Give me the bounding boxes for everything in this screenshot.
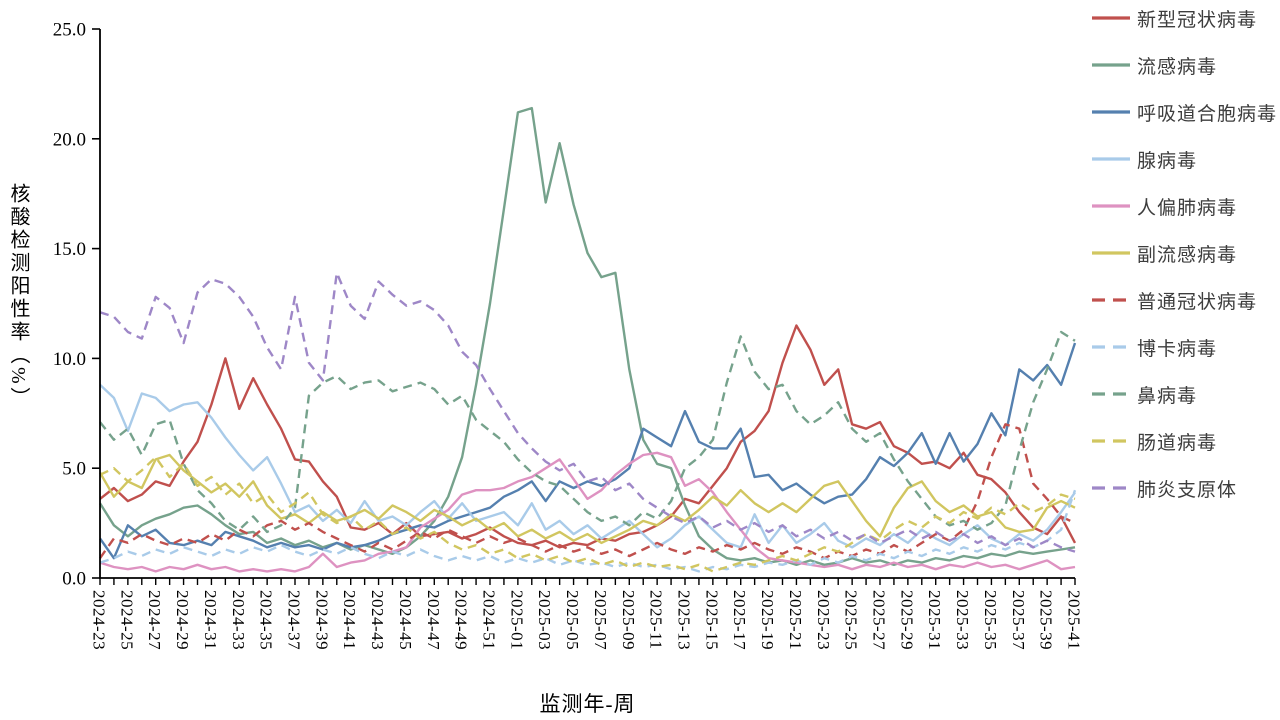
line-mycoplasma-pneumoniae [99, 271, 1076, 553]
x-tick-label: 2025-33 [953, 590, 972, 650]
line-rsv [99, 342, 1077, 560]
line-rhinovirus [99, 330, 1076, 534]
y-tick-label: 5.0 [62, 459, 86, 480]
y-tick-label: 20.0 [53, 129, 86, 150]
x-tick-label: 2025-23 [814, 590, 833, 650]
x-tick-label: 2025-37 [1009, 590, 1028, 650]
x-tick-label: 2024-41 [340, 590, 359, 650]
legend-label-rhinovirus: 鼻病毒 [1137, 385, 1198, 407]
y-tick-label: 10.0 [53, 349, 86, 370]
x-tick-label: 2024-31 [201, 590, 220, 650]
y-tick-label: 25.0 [53, 20, 86, 41]
legend-item-parainfluenza: 副流感病毒 [1092, 243, 1277, 266]
legend-item-hmpv: 人偏肺病毒 [1092, 196, 1277, 219]
legend-line-rhinovirus [1092, 392, 1130, 396]
chart-legend: 新型冠状病毒 流感病毒呼吸道合胞病毒 腺病毒人偏肺病毒副流感病毒普通冠状病毒 博卡病毒… [1092, 8, 1277, 525]
legend-line-influenza [1092, 63, 1130, 67]
line-covid-19 [99, 324, 1077, 549]
x-tick-label: 2025-21 [786, 590, 805, 650]
legend-label-hmpv: 人偏肺病毒 [1137, 197, 1238, 219]
line-adenovirus [99, 383, 1076, 549]
y-axis-ticks: 0.0 5.0 10.0 15.0 20.0 25.0 [53, 20, 100, 590]
legend-label-adenovirus: 腺病毒 [1137, 150, 1198, 172]
x-tick-label: 2024-37 [285, 590, 304, 650]
x-tick-label: 2025-19 [758, 590, 777, 650]
legend-item-rhinovirus: 鼻病毒 [1092, 384, 1277, 407]
x-tick-label: 2024-51 [480, 590, 499, 650]
line-enterovirus [99, 456, 1076, 573]
y-tick-label: 0.0 [62, 569, 86, 590]
axes [99, 29, 1075, 579]
x-tick-label: 2025-17 [730, 590, 749, 650]
x-tick-label: 2024-45 [396, 590, 415, 650]
x-tick-label: 2024-39 [312, 590, 331, 650]
legend-line-enterovirus [1092, 439, 1130, 443]
x-tick-label: 2025-11 [647, 590, 666, 650]
x-tick-label: 2024-33 [229, 590, 248, 650]
x-axis-title: 监测年-周 [539, 692, 636, 716]
legend-line-adenovirus [1092, 157, 1130, 161]
legend-label-influenza: 流感病毒 [1137, 56, 1218, 78]
legend-label-rsv: 呼吸道合胞病毒 [1137, 103, 1278, 125]
legend-label-covid-19: 新型冠状病毒 [1137, 9, 1258, 31]
legend-item-influenza: 流感病毒 [1092, 55, 1277, 78]
legend-item-mycoplasma-pneumoniae: 肺炎支原体 [1092, 478, 1277, 501]
x-tick-label: 2025-13 [675, 590, 694, 650]
legend-label-enterovirus: 肠道病毒 [1137, 432, 1218, 454]
x-tick-label: 2024-35 [257, 590, 276, 650]
x-tick-label: 2025-09 [619, 590, 638, 650]
legend-item-covid-19: 新型冠状病毒 [1092, 8, 1277, 31]
legend-line-covid-19 [1092, 16, 1130, 20]
legend-line-hmpv [1092, 204, 1130, 208]
x-tick-label: 2025-03 [535, 590, 554, 650]
legend-label-seasonal-coronavirus: 普通冠状病毒 [1137, 291, 1258, 313]
y-tick-label: 15.0 [53, 239, 86, 260]
x-tick-label: 2024-43 [368, 590, 387, 650]
legend-line-rsv [1092, 110, 1130, 114]
legend-label-mycoplasma-pneumoniae: 肺炎支原体 [1137, 479, 1238, 501]
line-bocavirus [99, 489, 1077, 573]
x-tick-label: 2025-15 [702, 590, 721, 650]
line-influenza [98, 106, 1076, 566]
x-tick-label: 2025-05 [563, 590, 582, 650]
x-tick-label: 2024-29 [173, 590, 192, 650]
y-axis-title: 核酸检测阳性率（%） [7, 183, 29, 410]
x-tick-label: 2025-07 [591, 590, 610, 650]
x-tick-label: 2025-35 [981, 590, 1000, 650]
x-tick-label: 2024-25 [117, 590, 136, 650]
legend-line-seasonal-coronavirus [1092, 298, 1130, 302]
x-tick-label: 2024-49 [452, 590, 471, 650]
x-tick-label: 2025-27 [870, 590, 889, 650]
legend-label-parainfluenza: 副流感病毒 [1137, 244, 1238, 266]
x-tick-label: 2025-41 [1065, 590, 1084, 650]
x-tick-label: 2024-27 [145, 590, 164, 650]
legend-item-adenovirus: 腺病毒 [1092, 149, 1277, 172]
line-seasonal-coronavirus [99, 423, 1076, 560]
x-tick-label: 2024-23 [90, 590, 109, 650]
x-tick-label: 2024-47 [424, 590, 443, 650]
legend-label-bocavirus: 博卡病毒 [1137, 338, 1218, 360]
legend-item-rsv: 呼吸道合胞病毒 [1092, 102, 1277, 125]
x-tick-label: 2025-39 [1037, 590, 1056, 650]
x-tick-label: 2025-01 [507, 590, 526, 650]
legend-item-seasonal-coronavirus: 普通冠状病毒 [1092, 290, 1277, 313]
legend-item-bocavirus: 博卡病毒 [1092, 337, 1277, 360]
x-tick-label: 2025-29 [897, 590, 916, 650]
legend-item-enterovirus: 肠道病毒 [1092, 431, 1277, 454]
x-axis-ticks: 2024-23 2024-25 2024-27 2024-29 2024-31 2024-… [90, 578, 1084, 650]
legend-line-bocavirus [1092, 345, 1130, 349]
legend-line-mycoplasma-pneumoniae [1092, 486, 1130, 490]
legend-line-parainfluenza [1092, 251, 1130, 255]
x-tick-label: 2025-31 [925, 590, 944, 650]
line-hmpv [99, 451, 1076, 573]
x-tick-label: 2025-25 [842, 590, 861, 650]
